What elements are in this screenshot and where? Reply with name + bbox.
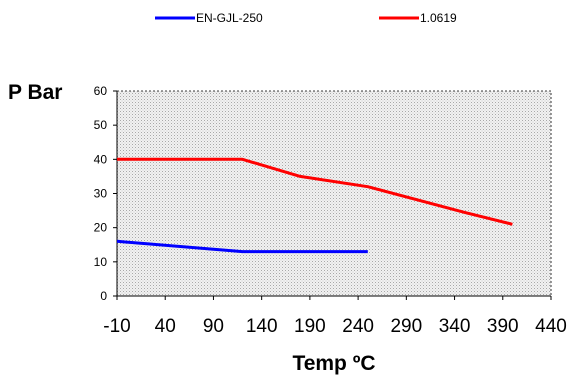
y-tick-label: 60	[94, 84, 108, 98]
x-tick-label: 290	[390, 316, 422, 337]
y-axis-title: P Bar	[8, 81, 62, 104]
x-tick-label: 340	[439, 316, 471, 337]
legend-item-en-gjl-250[interactable]: EN-GJL-250	[155, 11, 263, 25]
series-layer	[116, 157, 513, 254]
y-axis-ticks: 0 10 20 30 40 50 60	[94, 84, 117, 303]
x-tick-label: 140	[246, 316, 278, 337]
x-tick-label: 240	[342, 316, 374, 337]
x-tick-label: 440	[535, 316, 567, 337]
y-tick-label: 50	[94, 118, 108, 132]
x-tick-label: 40	[155, 316, 176, 337]
y-tick-label: 20	[94, 221, 108, 235]
plot-area	[116, 90, 552, 297]
legend-item-1-0619[interactable]: 1.0619	[379, 11, 457, 25]
legend: EN-GJL-250 1.0619	[155, 11, 457, 25]
legend-label-1-0619: 1.0619	[420, 11, 457, 25]
x-tick-label: -10	[103, 316, 130, 337]
series-line-1-0619[interactable]	[117, 157, 513, 226]
legend-label-en-gjl-250: EN-GJL-250	[196, 11, 263, 25]
x-tick-label: 190	[294, 316, 326, 337]
y-tick-label: 10	[94, 255, 108, 269]
x-tick-label: 90	[203, 316, 224, 337]
y-tick-label: 40	[94, 152, 108, 166]
x-axis-ticks: -10 40 90 140 190 240 290 340 390 440	[103, 296, 567, 337]
x-axis-title: Temp ºC	[292, 352, 375, 375]
x-tick-label: 390	[487, 316, 519, 337]
series-line-en-gjl-250[interactable]	[116, 239, 368, 254]
y-tick-label: 0	[100, 289, 107, 303]
y-tick-label: 30	[94, 187, 108, 201]
